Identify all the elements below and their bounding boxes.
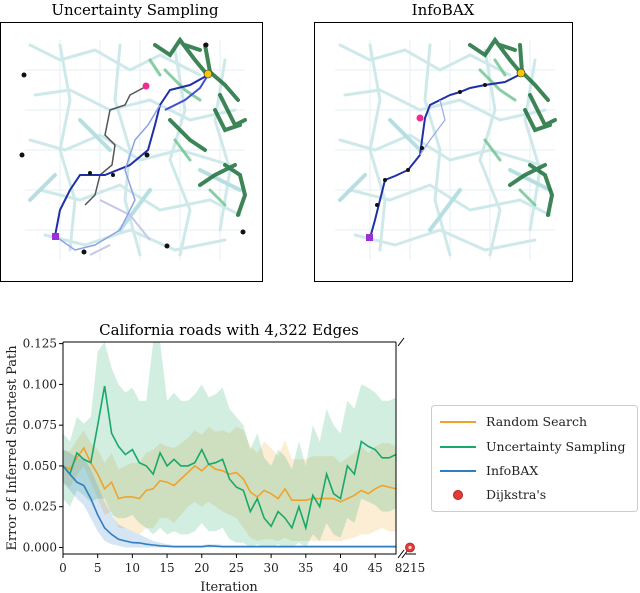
x-tick-label-30: 30 xyxy=(263,561,278,575)
right-start-marker xyxy=(366,234,373,241)
chart-axes: 0 5 10 15 20 25 30 35 40 45 8215 0.000 0.025 0.050 0.0… xyxy=(23,337,426,575)
x-tick-label-5: 5 xyxy=(94,561,102,575)
right-road-network xyxy=(335,40,555,260)
x-tick-label-25: 25 xyxy=(229,561,244,575)
band-random-search xyxy=(63,426,396,541)
y-tick-label-2: 0.050 xyxy=(23,459,57,473)
left-query-points xyxy=(19,42,246,255)
x-tick-label-break: 8215 xyxy=(395,561,426,575)
right-map-title: InfoBAX xyxy=(412,1,475,19)
x-tick-label-10: 10 xyxy=(125,561,140,575)
left-explored-edges xyxy=(148,36,248,217)
y-tick-label-4: 0.100 xyxy=(23,377,57,391)
left-map-panel xyxy=(0,22,263,282)
y-tick-label-0: 0.000 xyxy=(23,540,57,554)
legend-label-uncertainty-sampling: Uncertainty Sampling xyxy=(486,439,625,454)
left-map-title: Uncertainty Sampling xyxy=(51,1,219,19)
dijkstra-marker-center xyxy=(408,545,412,550)
legend-label-random-search: Random Search xyxy=(486,414,587,429)
chart-title: California roads with 4,322 Edges xyxy=(99,321,359,339)
series-group xyxy=(63,342,396,548)
x-tick-label-40: 40 xyxy=(333,561,348,575)
y-tick-label-1: 0.025 xyxy=(23,500,57,514)
y-tick-label-3: 0.075 xyxy=(23,418,57,432)
line-uncertainty-sampling xyxy=(63,385,396,531)
left-goal-marker xyxy=(203,69,213,79)
legend-frame xyxy=(431,405,638,512)
left-waypoint-marker xyxy=(142,82,150,90)
right-goal-marker xyxy=(516,68,526,78)
x-tick-label-15: 15 xyxy=(159,561,174,575)
x-axis-label: Iteration xyxy=(200,580,258,593)
band-uncertainty-sampling xyxy=(63,342,396,548)
legend-label-infobax: InfoBAX xyxy=(486,463,538,478)
legend-swatch-dijkstra xyxy=(453,490,463,500)
y-axis-label: Error of Inferred Shortest Path xyxy=(5,345,20,551)
right-explored-edges xyxy=(468,36,557,217)
right-map-panel xyxy=(314,22,573,282)
left-candidate-paths xyxy=(54,74,209,251)
x-break-mark-top xyxy=(397,337,405,347)
x-break-mark-1 xyxy=(397,549,405,559)
legend-label-dijkstra: Dijkstra's xyxy=(486,487,546,502)
x-tick-label-20: 20 xyxy=(194,561,209,575)
line-random-search xyxy=(63,446,396,503)
right-inferred-path xyxy=(369,73,522,239)
left-road-network xyxy=(25,40,245,260)
legend: Random Search Uncertainty Sampling InfoB… xyxy=(431,405,638,512)
x-tick-label-35: 35 xyxy=(298,561,313,575)
plot-area xyxy=(63,342,396,548)
x-tick-label-0: 0 xyxy=(59,561,67,575)
plot-frame xyxy=(62,342,397,555)
left-start-marker xyxy=(52,233,59,240)
line-infobax xyxy=(63,465,396,548)
y-tick-label-5: 0.125 xyxy=(23,337,57,351)
x-tick-label-45: 45 xyxy=(368,561,383,575)
right-waypoint-marker xyxy=(416,114,424,122)
